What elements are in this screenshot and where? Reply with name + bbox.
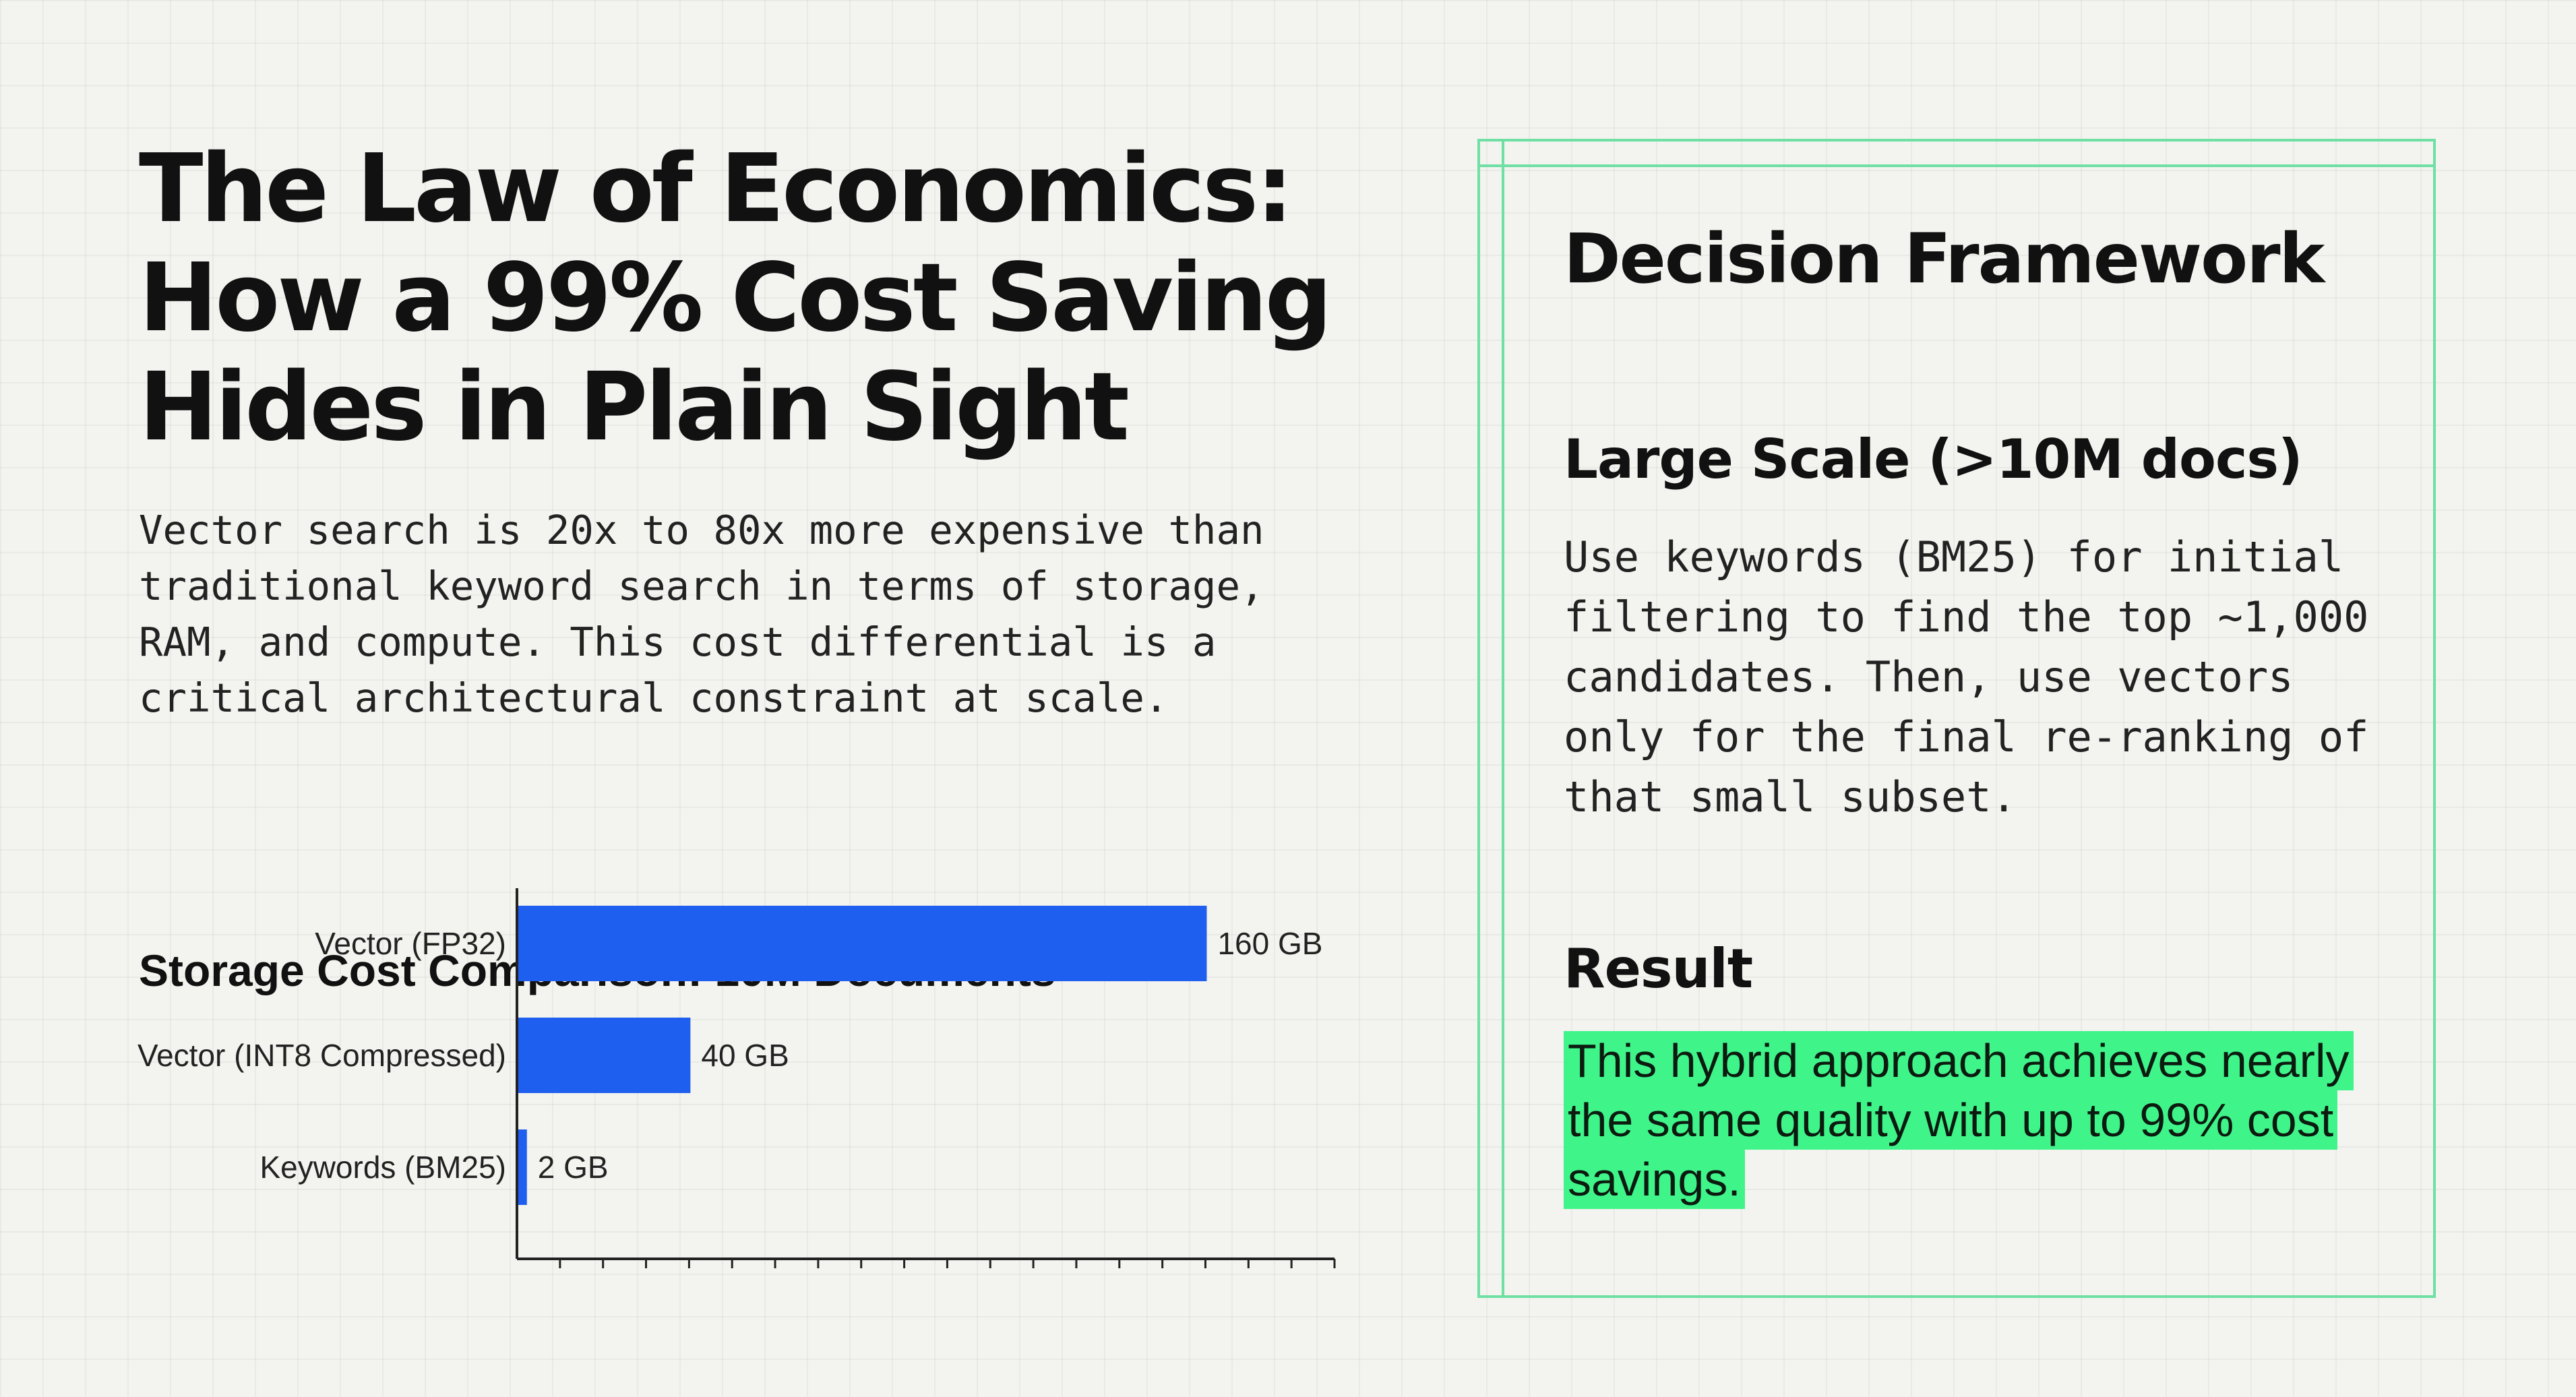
category-label: Keywords (BM25) xyxy=(259,1150,506,1185)
value-label: 40 GB xyxy=(701,1038,789,1073)
panel-top-line xyxy=(1477,164,2436,167)
category-label: Vector (INT8 Compressed) xyxy=(137,1038,506,1073)
description-line: RAM, and compute. This cost differential… xyxy=(139,619,1217,665)
result-highlight: This hybrid approach achieves nearly the… xyxy=(1564,1031,2440,1209)
section-heading-result: Result xyxy=(1564,937,1753,1000)
value-label: 160 GB xyxy=(1217,926,1322,961)
panel-title: Decision Framework xyxy=(1564,219,2325,299)
title-line: Hides in Plain Sight xyxy=(139,352,1130,462)
highlighted-line: savings. xyxy=(1564,1150,1745,1209)
decision-framework-panel xyxy=(1477,139,2436,1298)
body-line: candidates. Then, use vectors xyxy=(1564,652,2294,702)
highlighted-line: This hybrid approach achieves nearly xyxy=(1564,1031,2354,1090)
section-body-large-scale: Use keywords (BM25) for initial filterin… xyxy=(1564,527,2426,827)
body-line: Use keywords (BM25) for initial xyxy=(1564,532,2344,582)
description-line: traditional keyword search in terms of s… xyxy=(139,563,1264,609)
body-line: only for the final re-ranking of xyxy=(1564,712,2369,762)
title-line: The Law of Economics: xyxy=(139,134,1293,244)
description: Vector search is 20x to 80x more expensi… xyxy=(139,502,1352,726)
value-label: 2 GB xyxy=(538,1150,609,1185)
description-line: Vector search is 20x to 80x more expensi… xyxy=(139,507,1264,553)
left-column: The Law of Economics: How a 99% Cost Sav… xyxy=(139,135,1352,996)
bar-1 xyxy=(518,906,1207,981)
title-line: How a 99% Cost Saving xyxy=(139,243,1332,353)
storage-cost-bar-chart: Vector (FP32) 160 GB Vector (INT8 Compress… xyxy=(137,888,1336,1268)
bar-2 xyxy=(518,1018,691,1093)
body-line: filtering to find the top ~1,000 xyxy=(1564,592,2369,642)
bar-3 xyxy=(518,1129,527,1205)
description-line: critical architectural constraint at sca… xyxy=(139,675,1169,721)
category-label: Vector (FP32) xyxy=(315,926,506,961)
panel-inner-line xyxy=(1502,139,1504,1298)
section-heading-large-scale: Large Scale (>10M docs) xyxy=(1564,428,2303,491)
page-title: The Law of Economics: How a 99% Cost Sav… xyxy=(139,135,1352,462)
body-line: that small subset. xyxy=(1564,772,2017,821)
highlighted-line: the same quality with up to 99% cost xyxy=(1564,1090,2338,1150)
